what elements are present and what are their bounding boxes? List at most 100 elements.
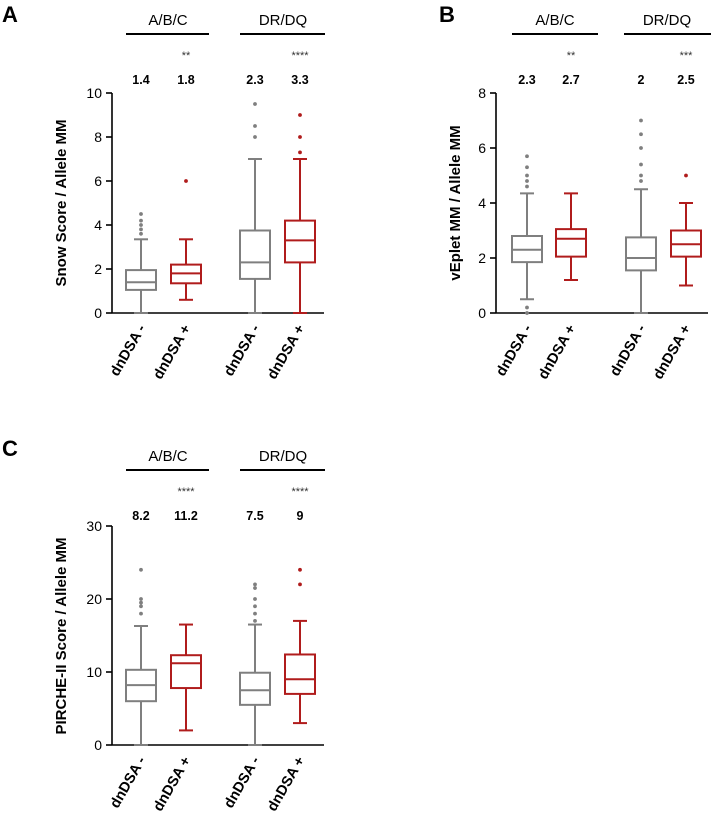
y-tick-label: 30 (86, 518, 102, 534)
outlier-point (684, 173, 688, 178)
median-label: 2.5 (677, 73, 694, 87)
group-label: A/B/C (535, 12, 574, 29)
outlier-point (253, 611, 257, 616)
box-3 (239, 582, 271, 746)
significance-label: **** (291, 50, 309, 62)
outlier-point (525, 179, 529, 183)
y-tick-label: 10 (86, 664, 102, 680)
significance-label: ** (182, 50, 191, 62)
iqr-box (284, 219, 316, 264)
group-label: DR/DQ (259, 12, 307, 29)
y-tick-label: 0 (478, 305, 486, 321)
iqr-box (625, 236, 657, 272)
outlier-point (298, 150, 302, 155)
group-label: DR/DQ (643, 12, 691, 29)
panel-c: C A/B/C DR/DQ **** **** 8.2 11.2 7.5 9 P… (2, 436, 325, 814)
outlier-point (139, 223, 143, 227)
category-label: dnDSA - (607, 322, 649, 379)
iqr-box (555, 228, 587, 258)
box-4 (284, 113, 316, 314)
box-2 (555, 192, 587, 281)
outlier-point (253, 597, 257, 601)
group-label: DR/DQ (259, 448, 307, 465)
y-axis-title: Snow Score / Allele MM (53, 120, 70, 287)
outlier-point (253, 582, 257, 587)
y-tick-label: 0 (94, 737, 102, 753)
panel-letter: C (2, 436, 18, 461)
category-label: dnDSA - (107, 322, 149, 379)
group-label: A/B/C (148, 448, 187, 465)
box-4 (670, 173, 702, 287)
y-tick-label: 6 (94, 173, 102, 189)
panel-letter: B (439, 2, 455, 27)
y-ticks: 0 2 4 6 8 10 (86, 85, 112, 321)
outlier-point (139, 600, 143, 605)
outlier-point (253, 619, 257, 623)
iqr-box (125, 269, 157, 291)
category-label: dnDSA + (535, 322, 579, 382)
outlier-point (298, 567, 302, 572)
iqr-box (239, 671, 271, 706)
category-label: dnDSA + (150, 754, 194, 814)
category-label: dnDSA - (221, 322, 263, 379)
outlier-point (298, 113, 302, 117)
iqr-box (284, 653, 316, 695)
outlier-point (139, 231, 143, 236)
outlier-point (139, 611, 143, 616)
significance-label: **** (291, 486, 309, 498)
significance-label: *** (680, 50, 694, 62)
outlier-point (253, 586, 257, 590)
outlier-point (253, 124, 257, 128)
significance-label: ** (567, 50, 576, 62)
category-label: dnDSA - (221, 754, 263, 811)
category-label: dnDSA + (264, 754, 308, 814)
outlier-point (184, 179, 188, 183)
outlier-point (525, 305, 529, 310)
outlier-point (639, 179, 643, 183)
outlier-point (525, 154, 529, 159)
y-tick-label: 6 (478, 140, 486, 156)
panel-b: B A/B/C DR/DQ ** *** 2.3 2.7 2 2.5 vEple… (439, 2, 711, 382)
y-tick-label: 0 (94, 305, 102, 321)
category-label: dnDSA - (493, 322, 535, 379)
y-tick-label: 4 (478, 195, 486, 211)
y-axis-title: PIRCHE-II Score / Allele MM (53, 538, 70, 735)
boxes (125, 102, 316, 314)
median-label: 11.2 (174, 509, 198, 523)
outlier-point (139, 597, 143, 601)
outlier-point (639, 162, 643, 167)
median-label: 2.7 (562, 73, 579, 87)
y-tick-label: 8 (94, 129, 102, 145)
median-label: 1.8 (177, 73, 194, 87)
box-3 (625, 118, 657, 314)
y-axis-title: vEplet MM / Allele MM (447, 125, 464, 280)
box-2 (170, 179, 202, 301)
outlier-point (139, 218, 143, 223)
box-4 (284, 567, 316, 725)
y-ticks: 0 2 4 6 8 (478, 85, 496, 321)
median-label: 7.5 (246, 509, 263, 523)
box-1 (511, 154, 543, 315)
outlier-point (639, 173, 643, 178)
outlier-point (525, 165, 529, 170)
box-1 (125, 212, 157, 314)
category-label: dnDSA + (650, 322, 694, 382)
outlier-point (253, 135, 257, 139)
category-label: dnDSA + (264, 322, 308, 382)
box-2 (170, 623, 202, 732)
median-label: 8.2 (132, 509, 149, 523)
outlier-point (639, 118, 643, 123)
panel-a: A A/B/C DR/DQ ** **** 1.4 1.8 2.3 3.3 Sn… (2, 2, 325, 382)
outlier-point (139, 227, 143, 232)
boxes (511, 118, 702, 315)
y-ticks: 0 10 20 30 (86, 518, 112, 753)
category-label: dnDSA - (107, 754, 149, 811)
median-label: 2 (638, 73, 645, 87)
panel-letter: A (2, 2, 18, 27)
y-tick-label: 2 (94, 261, 102, 277)
outlier-point (139, 212, 143, 216)
outlier-point (139, 567, 143, 572)
category-label: dnDSA + (150, 322, 194, 382)
box-3 (239, 102, 271, 314)
